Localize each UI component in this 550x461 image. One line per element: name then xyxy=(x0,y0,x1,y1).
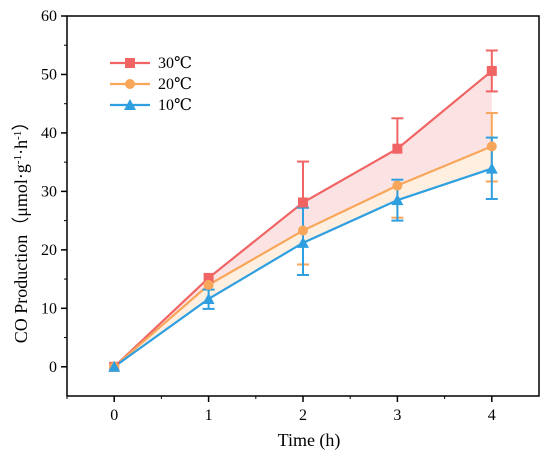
y-tick-label-0: 0 xyxy=(49,359,57,376)
x-tick-label-0: 0 xyxy=(110,407,118,424)
point-3-3 xyxy=(391,194,404,206)
legend-marker-3 xyxy=(124,99,136,110)
point-1-3 xyxy=(392,143,403,154)
point-3-2 xyxy=(297,236,309,248)
x-tick-label-4: 4 xyxy=(488,407,496,424)
y-axis-title-end: ） xyxy=(11,113,31,131)
y-axis-title-sup2: -1 xyxy=(12,131,24,140)
x-tick-label-1: 1 xyxy=(205,407,213,424)
point-2-2 xyxy=(298,225,308,236)
legend-label-1: 30℃ xyxy=(158,55,192,72)
y-tick-label-10: 10 xyxy=(41,300,57,317)
point-2-1 xyxy=(203,279,214,290)
x-tick-label-3: 3 xyxy=(393,407,401,424)
point-2-3 xyxy=(392,180,403,191)
legend-marker-2 xyxy=(125,79,135,89)
point-3-0 xyxy=(108,360,121,372)
point-1-1 xyxy=(203,272,214,283)
point-2-4 xyxy=(486,141,497,152)
y-tick-label-20: 20 xyxy=(41,242,57,259)
y-axis-title-mid: ·h xyxy=(11,140,31,155)
y-axis-title: CO Production（μmol·g-1·h-1） xyxy=(11,113,31,344)
series-layer xyxy=(108,49,498,372)
x-axis-title: Time (h) xyxy=(278,430,341,451)
x-tick-label-2: 2 xyxy=(299,407,307,424)
y-tick-label-50: 50 xyxy=(41,66,57,83)
y-axis-title-main: CO Production（μmol·g xyxy=(11,164,31,343)
legend-label-3: 10℃ xyxy=(158,97,192,114)
y-tick-label-40: 40 xyxy=(41,125,57,142)
y-axis-title-sup1: -1 xyxy=(12,155,24,164)
axes-layer: 0 10 20 30 40 50 60 0 1 2 3 4 xyxy=(41,8,540,424)
point-1-2 xyxy=(298,197,308,208)
y-tick-label-30: 30 xyxy=(41,183,57,200)
series-band-2 xyxy=(114,146,492,367)
point-1-4 xyxy=(486,65,497,76)
legend: 30℃ 20℃ 10℃ xyxy=(110,55,192,114)
point-3-1 xyxy=(202,292,215,304)
y-tick-label-60: 60 xyxy=(41,8,57,25)
point-3-4 xyxy=(485,162,498,174)
legend-marker-1 xyxy=(125,58,135,68)
legend-label-2: 20℃ xyxy=(158,76,192,93)
